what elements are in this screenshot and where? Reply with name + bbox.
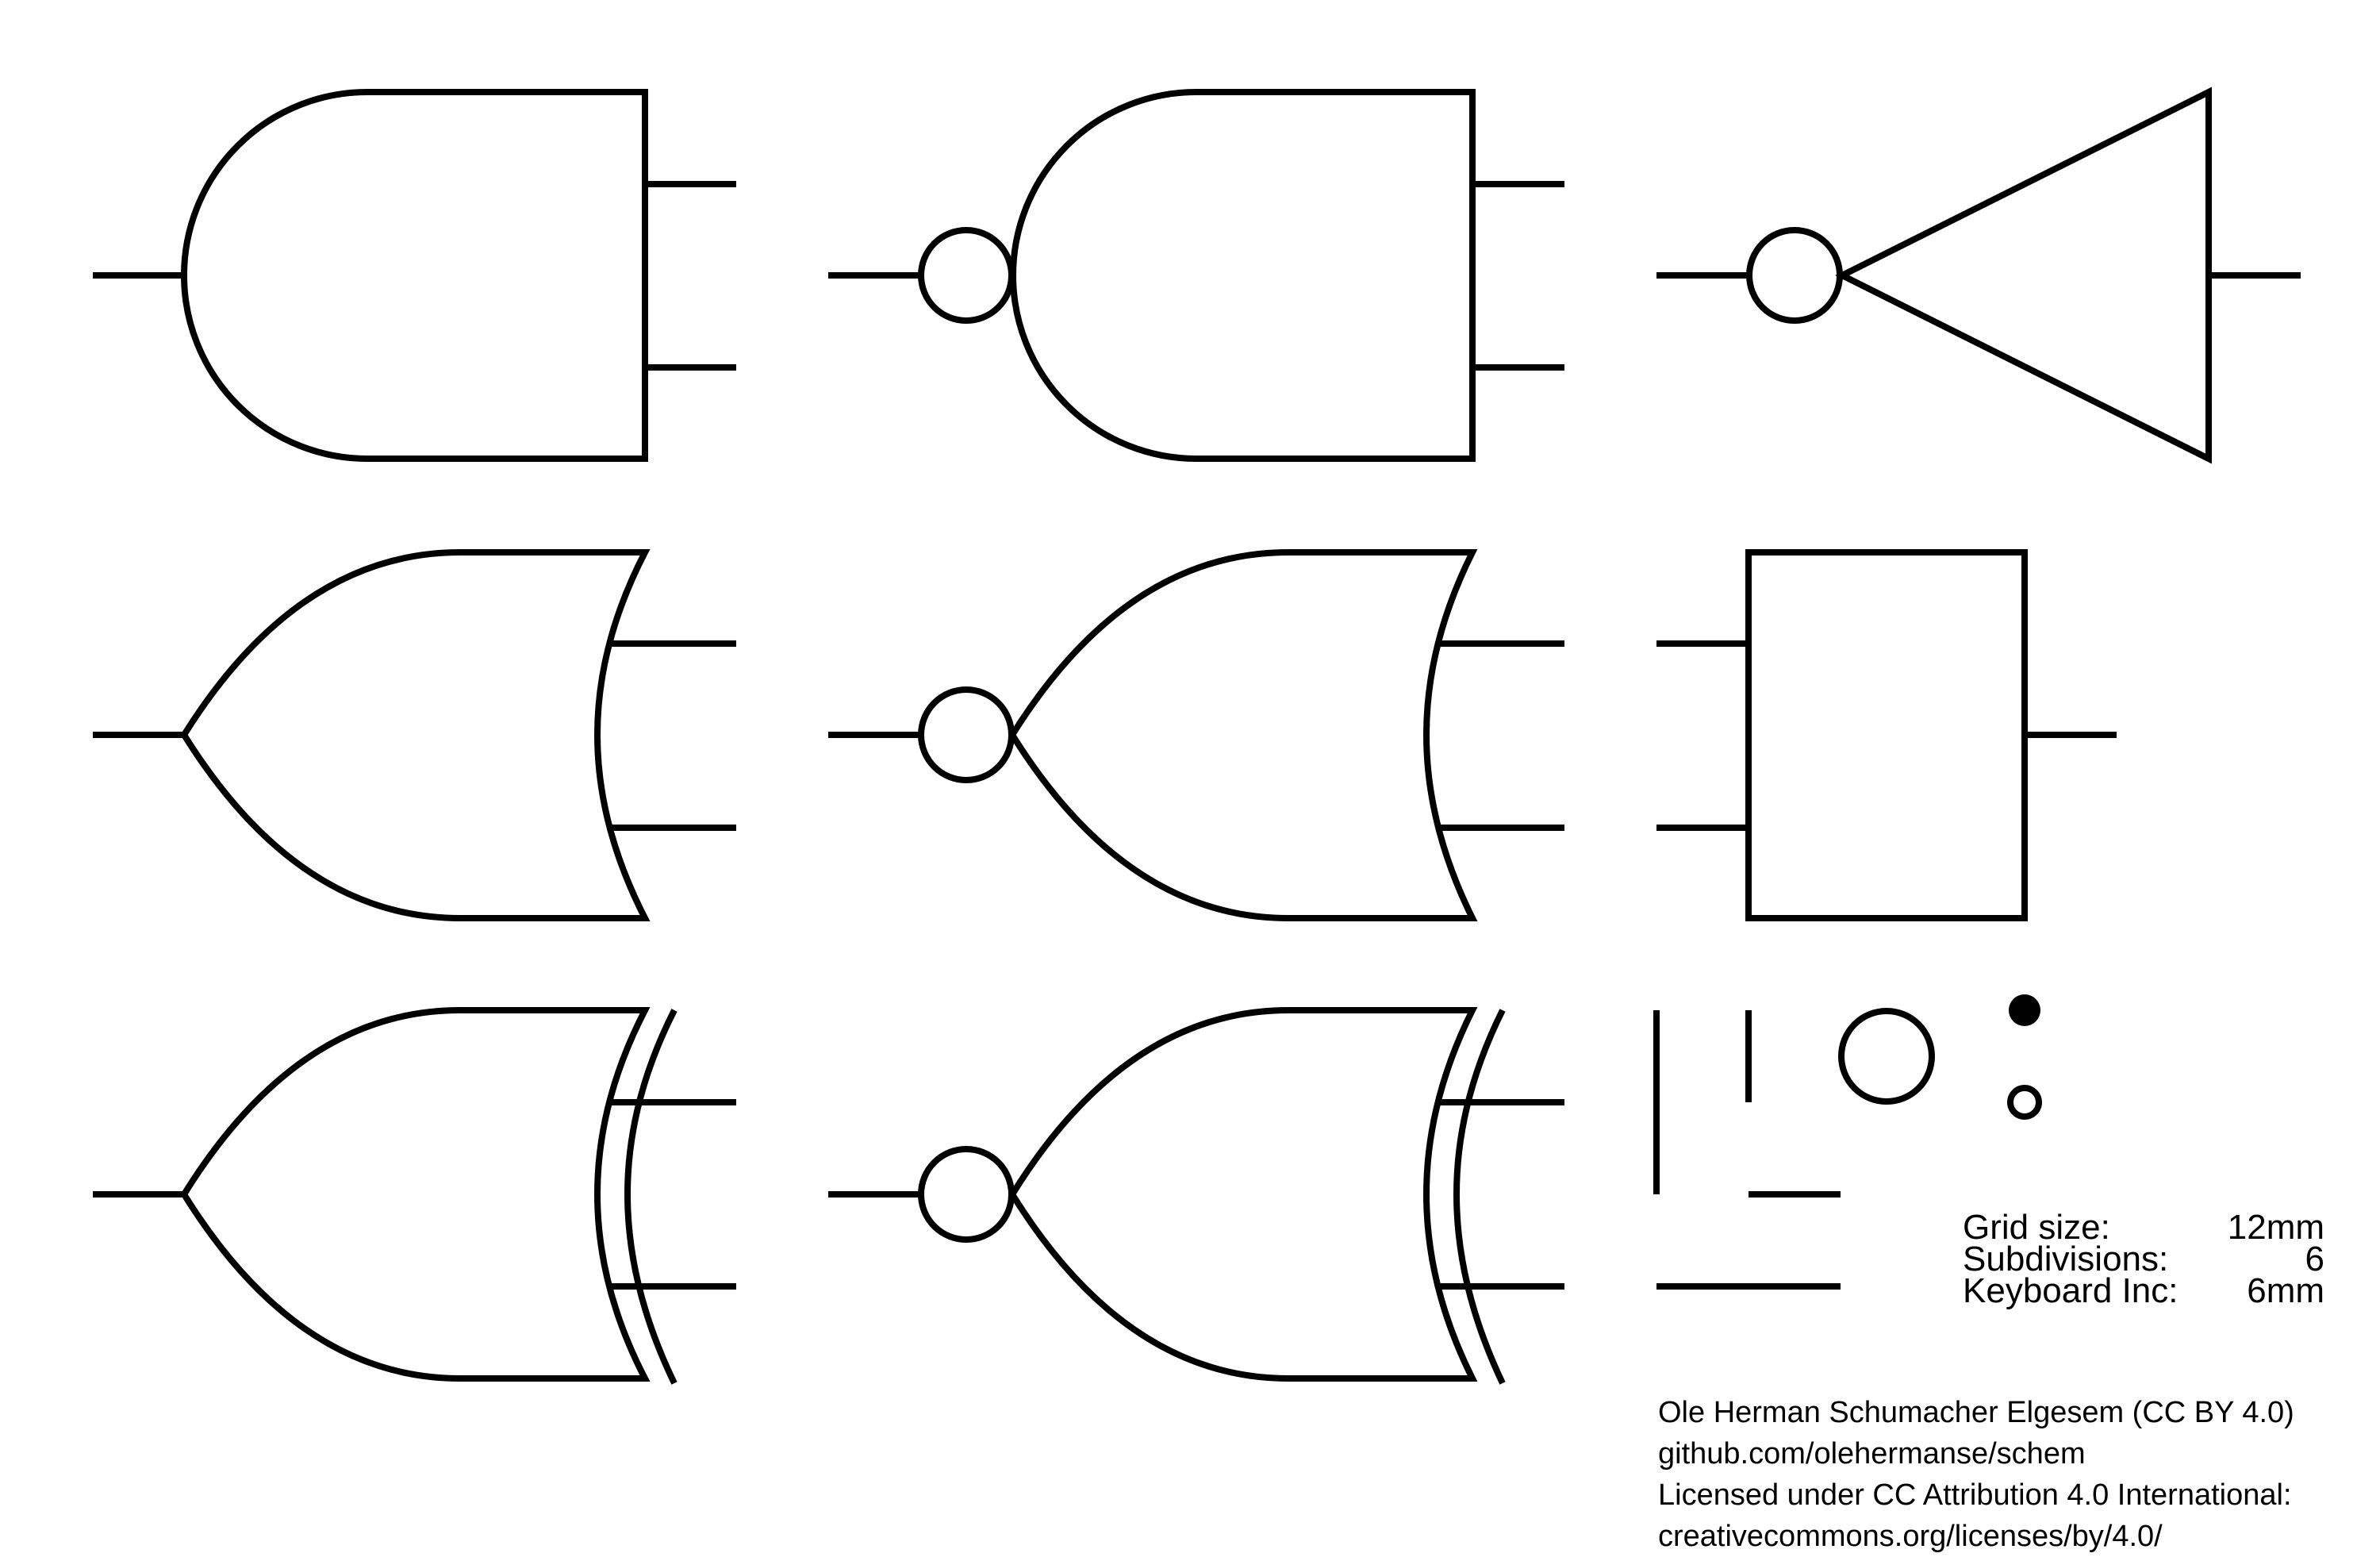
author-credit: Ole Herman Schumacher Elgesem (CC BY 4.0… [1658,1396,2294,1429]
wire-primitives[interactable] [1653,994,2042,1290]
junction-dot [2009,994,2040,1026]
repo-link[interactable]: github.com/olehermanse/schem [1658,1437,2086,1470]
large-node-circle [1838,1008,1935,1105]
xnor-gate[interactable] [828,1007,1564,1385]
keyboard-inc-value: 6mm [2247,1271,2324,1310]
not-gate[interactable] [1656,86,2301,464]
xor-gate[interactable] [93,1007,736,1385]
open-terminal-circle [2007,1085,2042,1120]
license-text: Licensed under CC Attribution 4.0 Intern… [1658,1478,2292,1512]
license-url-link[interactable]: creativecommons.org/licenses/by/4.0/ [1658,1520,2163,1553]
buffer-block[interactable] [1656,549,2117,921]
or-gate[interactable] [93,549,736,921]
grid-size-label: Grid size: [1963,1208,2110,1247]
and-gate[interactable] [93,89,736,462]
nand-gate[interactable] [828,89,1564,462]
subdivisions-label: Subdivisions: [1963,1240,2169,1278]
nor-gate[interactable] [828,549,1564,921]
grid-size-value: 12mm [2227,1208,2324,1247]
subdivisions-value: 6 [2305,1240,2324,1278]
keyboard-inc-label: Keyboard Inc: [1963,1271,2178,1310]
